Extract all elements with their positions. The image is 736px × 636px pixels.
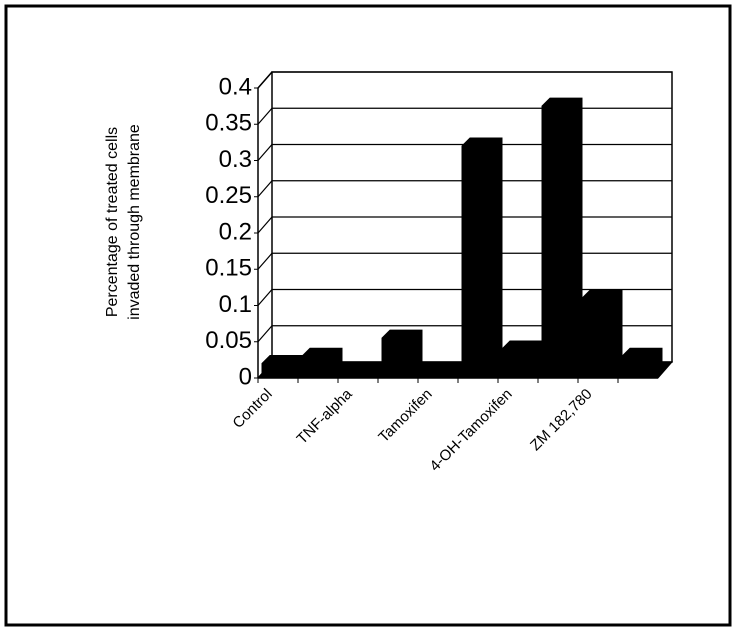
y-axis-title: invaded through membrane	[126, 124, 143, 320]
grid-line	[257, 180, 672, 198]
bar	[301, 347, 343, 379]
y-tick-label: 0.05	[205, 327, 252, 354]
y-tick-label: 0.1	[219, 291, 252, 318]
grid-line	[257, 216, 672, 234]
grid-line	[257, 143, 672, 161]
y-tick-label: 0.4	[219, 73, 252, 100]
y-tick-label: 0.2	[219, 218, 252, 245]
bar	[461, 137, 503, 379]
frame	[4, 4, 732, 627]
y-tick-label: 0	[239, 363, 252, 390]
bar	[621, 347, 663, 379]
y-tick-label: 0.35	[205, 110, 252, 137]
bar	[501, 340, 543, 379]
bar	[261, 355, 303, 379]
y-tick-label: 0.3	[219, 146, 252, 173]
grid-line	[257, 107, 672, 125]
bar	[541, 97, 583, 379]
grid-line	[257, 252, 672, 270]
grid-line	[257, 325, 672, 343]
x-tick-label: ZM 182,780	[527, 386, 596, 455]
bar	[421, 365, 463, 379]
x-tick-label: Control	[229, 386, 275, 432]
grid-line	[257, 71, 672, 89]
y-tick-label: 0.25	[205, 182, 252, 209]
grid-line	[257, 288, 672, 306]
x-tick-label: Tamoxifen	[375, 386, 435, 446]
y-axis-title: Percentage of treated cells	[104, 127, 121, 317]
y-tick-label: 0.15	[205, 255, 252, 282]
bar	[341, 362, 383, 379]
bar	[581, 289, 623, 379]
x-tick-label: 4-OH-Tamoxifen	[426, 386, 515, 475]
bar	[381, 329, 423, 379]
x-tick-label: TNF-alpha	[294, 385, 357, 448]
